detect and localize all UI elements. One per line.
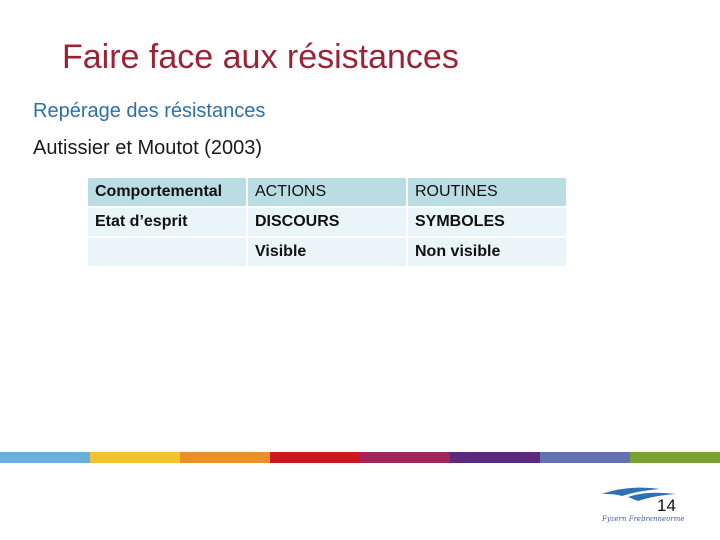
color-band-segment [90,452,180,463]
page-number: 14 [657,496,676,515]
color-band-segment [360,452,450,463]
table-cell: SYMBOLES [408,208,568,238]
table-cell: DISCOURS [248,208,408,238]
color-band-segment [180,452,270,463]
reference-text: Autissier et Moutot (2003) [33,137,262,159]
table-cell: Non visible [408,238,568,268]
table-cell: Comportemental [88,178,248,208]
table-cell: Visible [248,238,408,268]
logo-text: Fyzern Frebrenneorme [602,515,685,523]
slide-subtitle: Repérage des résistances [33,100,266,122]
table-row: Visible Non visible [88,238,568,268]
slide-title: Faire face aux résistances [62,38,459,76]
color-band-segment [450,452,540,463]
color-band-segment [270,452,360,463]
color-band-segment [630,452,720,463]
table-cell: ACTIONS [248,178,408,208]
table-row: Comportemental ACTIONS ROUTINES [88,178,568,208]
table-cell [88,238,248,268]
color-band [0,452,720,463]
logo-icon [602,487,676,501]
resistance-table: Comportemental ACTIONS ROUTINES Etat d’e… [88,178,568,268]
color-band-segment [0,452,90,463]
table-cell: ROUTINES [408,178,568,208]
table-row: Etat d’esprit DISCOURS SYMBOLES [88,208,568,238]
table-cell: Etat d’esprit [88,208,248,238]
color-band-segment [540,452,630,463]
